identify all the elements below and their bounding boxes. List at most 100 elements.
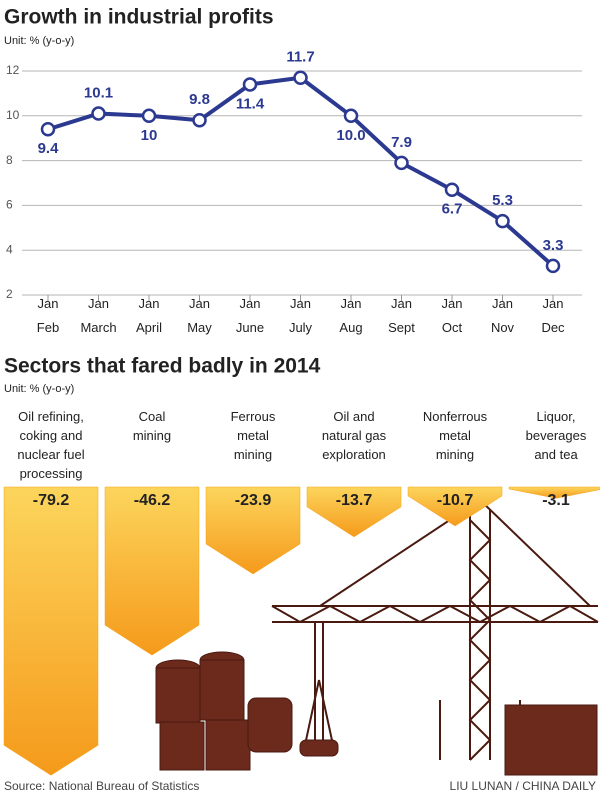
category-label: Nonferrous metal mining <box>423 409 488 462</box>
x-tick-label: Jan Aug <box>339 296 362 335</box>
data-label: 6.7 <box>442 201 463 218</box>
data-label: -10.7 <box>437 492 474 509</box>
credit: LIU LUNAN / CHINA DAILY <box>450 779 596 793</box>
data-label: 10 <box>141 127 158 144</box>
category-label-line: Ferrous <box>231 409 276 424</box>
x-tick-label: Jan April <box>136 296 162 335</box>
x-tick-label-line: Oct <box>442 320 463 335</box>
category-label-line: mining <box>436 447 474 462</box>
point <box>242 77 258 92</box>
point <box>444 182 460 197</box>
x-tick-label-line: Jan <box>492 296 513 311</box>
y-tick-label: 10 <box>6 108 20 122</box>
x-tick-label-line: June <box>236 320 264 335</box>
category-label-line: processing <box>20 466 83 481</box>
x-tick-label: Jan Nov <box>491 296 515 335</box>
x-tick-label-line: July <box>289 320 313 335</box>
x-tick-label: Jan Feb <box>37 296 59 335</box>
point <box>545 258 561 274</box>
x-tick-label-line: Sept <box>388 320 415 335</box>
point <box>192 113 207 128</box>
x-tick-label-line: Nov <box>491 320 515 335</box>
x-tick-label: Jan Sept <box>388 296 415 335</box>
category-label-line: mining <box>234 447 272 462</box>
chart-subtitle: Unit: % (y-o-y) <box>4 383 74 395</box>
bar <box>407 486 503 527</box>
data-label: 10.0 <box>336 127 365 144</box>
x-tick-label-line: Jan <box>38 296 59 311</box>
bar <box>205 486 301 575</box>
data-label: 11.4 <box>236 95 265 112</box>
y-tick-label: 4 <box>6 242 13 256</box>
x-tick-label-line: Jan <box>543 296 564 311</box>
category-label-line: metal <box>237 428 269 443</box>
x-tick-label-line: Jan <box>341 296 362 311</box>
illustration <box>155 499 599 776</box>
x-tick-label-line: Jan <box>139 296 160 311</box>
data-label: 9.4 <box>38 140 60 157</box>
category-label-line: exploration <box>322 447 386 462</box>
category-label: Liquor, beverages and tea <box>526 409 587 462</box>
x-tick-label: Jan Oct <box>442 296 463 335</box>
data-label: 11.7 <box>286 49 314 66</box>
x-tick-label: Jan June <box>236 296 264 335</box>
x-tick-label-line: Dec <box>541 320 565 335</box>
point <box>293 70 308 85</box>
category-label-line: Coal <box>139 409 166 424</box>
chart-title: Sectors that fared badly in 2014 <box>4 355 321 378</box>
category-label-line: natural gas <box>322 428 387 443</box>
category-label-line: Liquor, <box>536 409 575 424</box>
point <box>394 155 409 171</box>
category-label-line: mining <box>133 428 171 443</box>
point <box>40 121 56 137</box>
x-tick-label-line: Jan <box>442 296 463 311</box>
x-tick-label: Jan March <box>80 296 116 335</box>
category-label-line: Nonferrous <box>423 409 488 424</box>
point <box>343 108 359 124</box>
line <box>47 75 555 268</box>
point <box>141 108 157 124</box>
x-tick-label-line: March <box>80 320 116 335</box>
data-label: 9.8 <box>189 91 210 108</box>
category-label-line: and tea <box>534 447 578 462</box>
x-tick-label-line: Feb <box>37 320 59 335</box>
data-label: -3.1 <box>542 492 570 509</box>
x-tick-label-line: Jan <box>240 296 261 311</box>
category-label: Coal mining <box>133 409 171 443</box>
category-label-line: Oil and <box>333 409 374 424</box>
point <box>495 213 510 229</box>
chart-title: Growth in industrial profits <box>4 6 274 29</box>
x-tick-label-line: May <box>187 320 212 335</box>
category-label-line: metal <box>439 428 471 443</box>
data-label: 5.3 <box>492 192 513 209</box>
category-label-line: beverages <box>526 428 587 443</box>
x-tick-label: Jan July <box>289 296 313 335</box>
y-tick-label: 12 <box>6 63 20 77</box>
chart-subtitle: Unit: % (y-o-y) <box>4 35 74 47</box>
category-label-line: coking and <box>20 428 83 443</box>
source: Source: National Bureau of Statistics <box>4 779 199 793</box>
data-label: 7.9 <box>391 134 412 151</box>
bar <box>104 486 200 656</box>
bar <box>306 486 402 538</box>
x-tick-label: Jan May <box>187 296 212 335</box>
data-label: -46.2 <box>134 492 171 509</box>
x-tick-label-line: Jan <box>391 296 412 311</box>
x-tick-label-line: Jan <box>290 296 311 311</box>
x-tick-label-line: April <box>136 320 162 335</box>
category-label: Ferrous metal mining <box>231 409 276 462</box>
data-label: -79.2 <box>33 492 70 509</box>
data-label: -23.9 <box>235 492 272 509</box>
category-label-line: nuclear fuel <box>17 447 84 462</box>
x-tick-label-line: Jan <box>88 296 109 311</box>
category-label: Oil refining, coking and nuclear fuel proce… <box>17 409 84 481</box>
bar <box>3 486 99 776</box>
data-label: -13.7 <box>336 492 373 509</box>
data-label: 3.3 <box>543 237 564 254</box>
y-tick-label: 2 <box>6 287 13 301</box>
x-tick-label: Jan Dec <box>541 296 565 335</box>
bar <box>508 486 600 499</box>
point <box>91 106 106 121</box>
